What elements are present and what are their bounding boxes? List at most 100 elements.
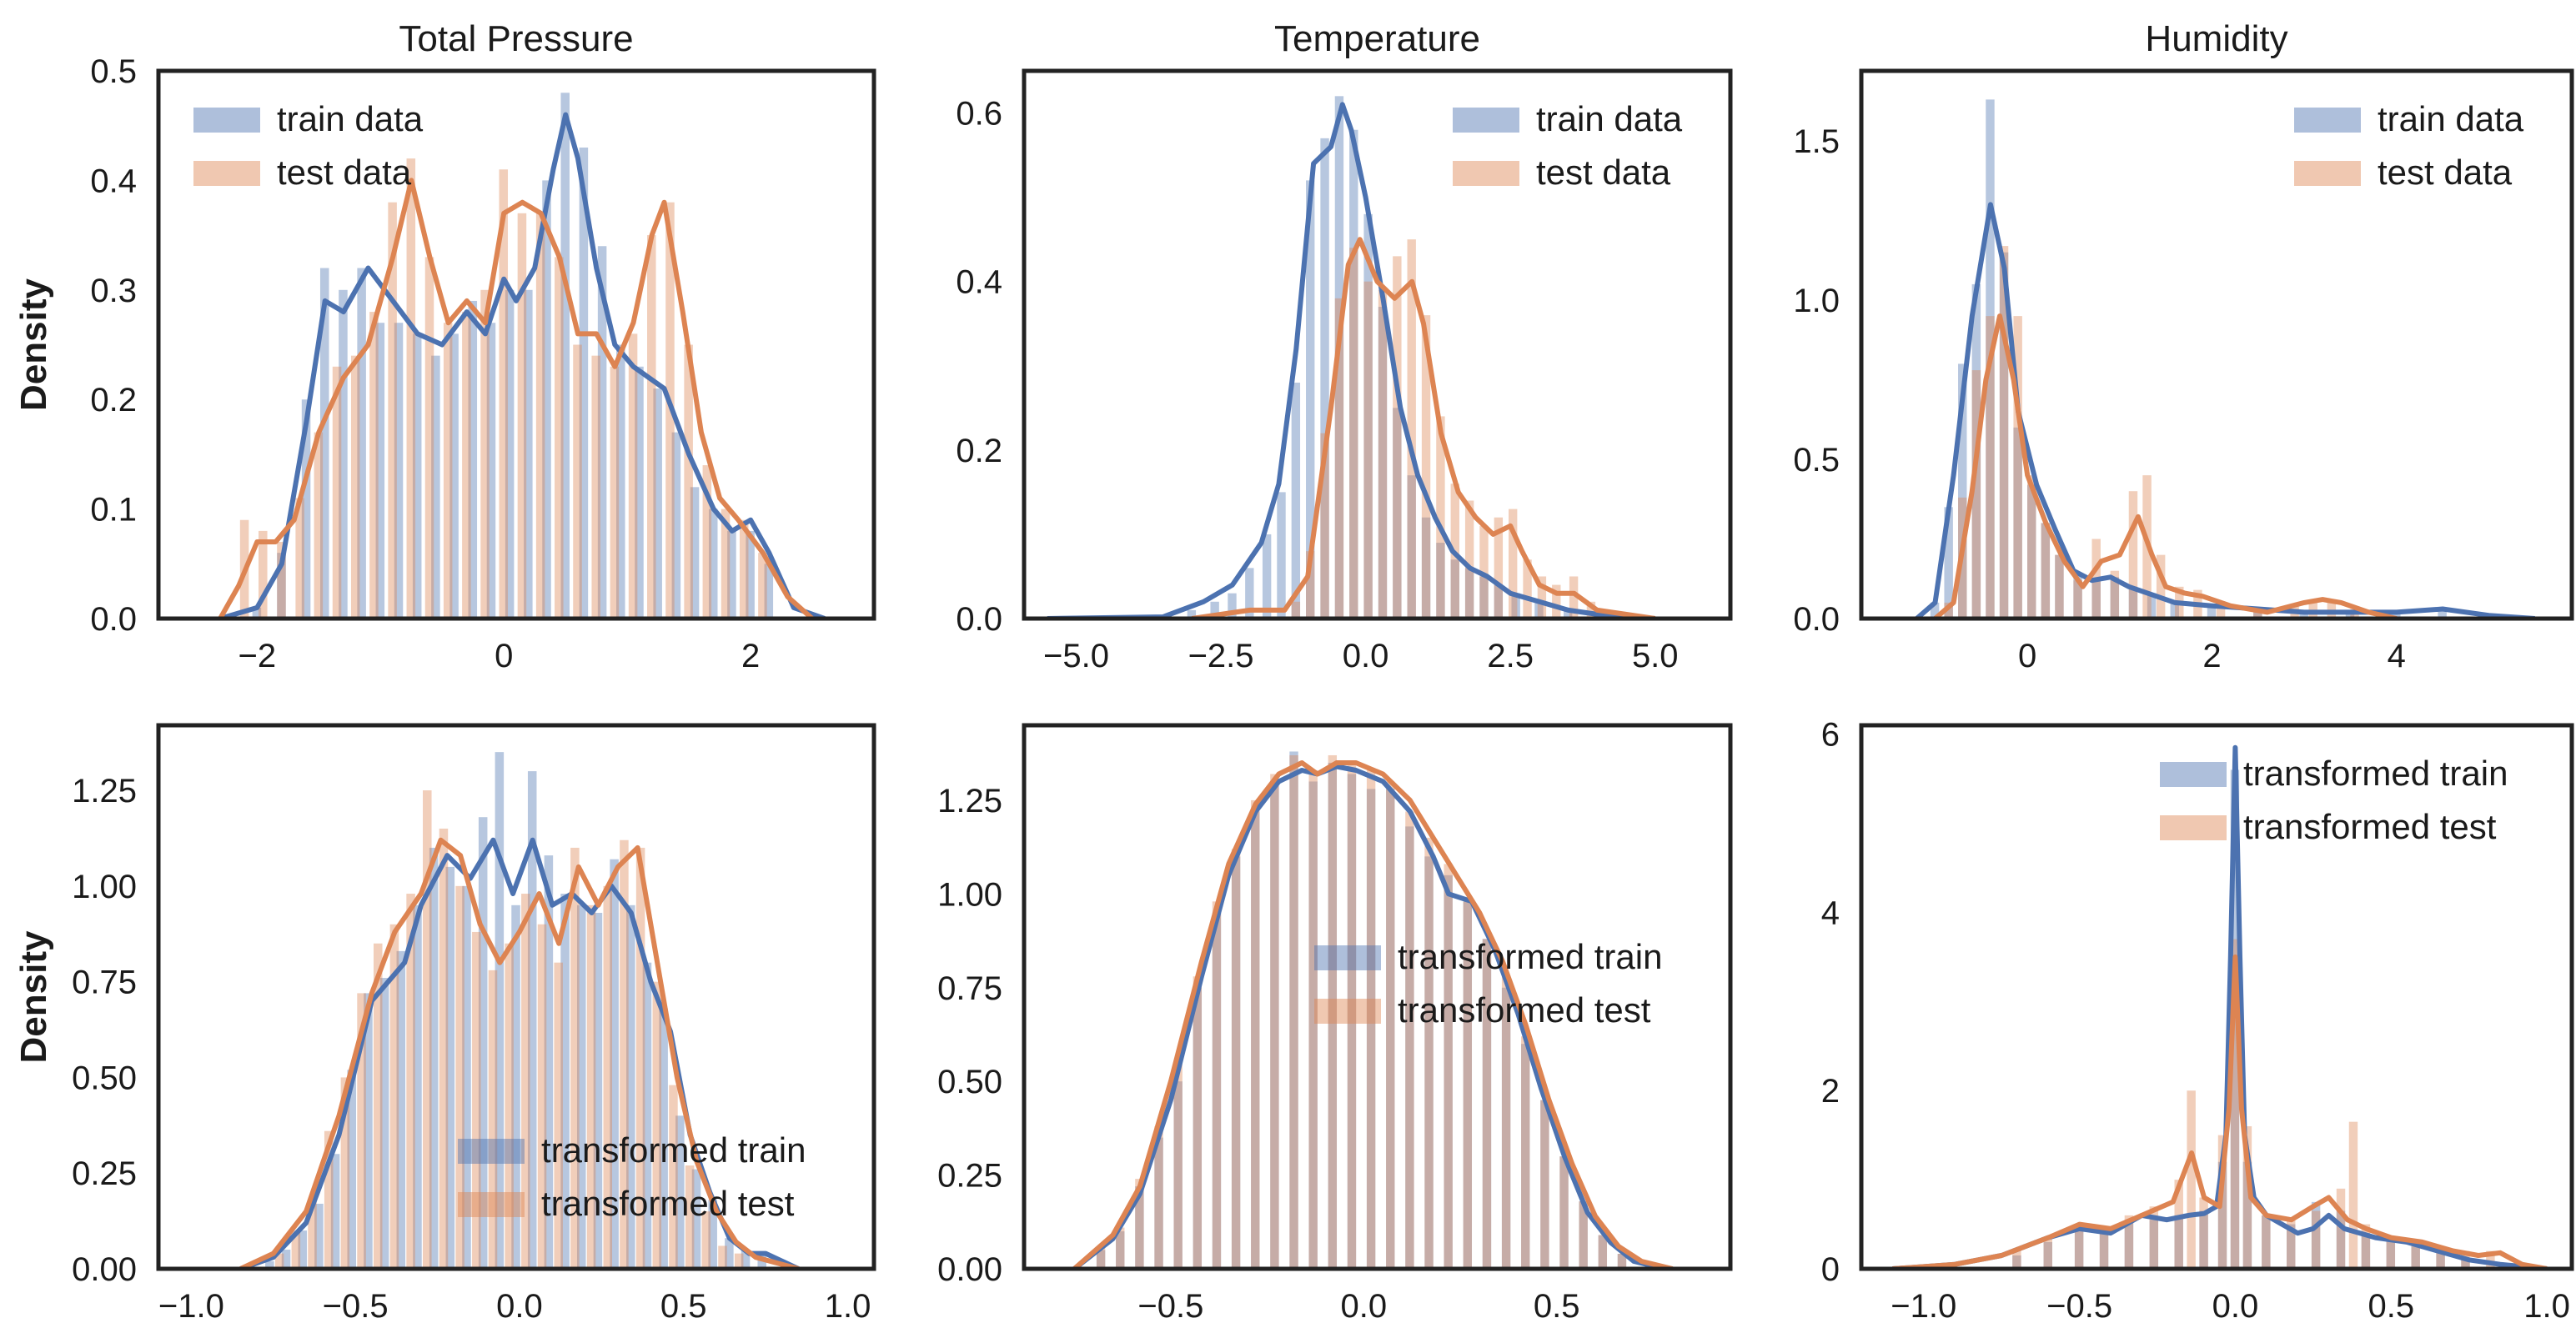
hist-bar — [1463, 901, 1473, 1269]
hist-bar — [2110, 570, 2120, 619]
hist-bar — [472, 931, 481, 1269]
y-tick-label: 0.0 — [1793, 601, 1840, 638]
hist-bar — [2386, 1237, 2396, 1269]
kde-line — [1072, 760, 1674, 1269]
kde-line — [1915, 202, 2535, 619]
hist-bar — [2099, 1228, 2109, 1269]
hist-bar — [1116, 1231, 1125, 1269]
hist-bar — [1096, 1250, 1106, 1269]
y-tick-label: 0.50 — [72, 1060, 137, 1096]
plot-area — [1892, 744, 2548, 1269]
hist-bar — [560, 894, 570, 1269]
hist-bar — [2041, 523, 2051, 619]
hist-bar — [443, 323, 453, 619]
hist-bar — [708, 1200, 717, 1269]
hist-bar — [1450, 559, 1459, 619]
legend-label: transformed test — [1398, 990, 1651, 1030]
kde-line — [239, 837, 800, 1269]
hist-bar — [2174, 1180, 2183, 1269]
hist-bar — [659, 1008, 668, 1269]
hist-bar — [1521, 1036, 1530, 1269]
hist-bar — [1617, 1254, 1627, 1269]
y-tick-label: 0.25 — [937, 1158, 1002, 1195]
hist-bar — [2311, 1210, 2321, 1269]
hist-bar — [1393, 408, 1402, 619]
hist-bar — [2074, 1224, 2084, 1269]
hist-bar — [586, 905, 596, 1269]
hist-bar — [1231, 856, 1241, 1269]
legend-label: transformed train — [1398, 937, 1662, 976]
hist-bar — [412, 333, 422, 619]
y-axis-label: Density — [13, 930, 54, 1063]
hist-bar — [379, 978, 389, 1269]
hist-bar — [1245, 568, 1254, 619]
hist-bar — [1212, 901, 1222, 1269]
y-tick-label: 0.5 — [90, 53, 137, 90]
panel-title: Temperature — [1274, 18, 1480, 59]
hist-bar — [653, 388, 662, 619]
y-tick-label: 1.5 — [1793, 123, 1840, 160]
hist-bar — [505, 943, 514, 1269]
x-tick-label: 0.0 — [496, 1288, 543, 1325]
hist-bar — [652, 981, 662, 1269]
hist-bar — [1559, 1156, 1569, 1269]
hist-bar — [2392, 612, 2401, 619]
hist-bar — [462, 885, 471, 1269]
hist-bar — [2242, 1161, 2252, 1269]
hist-bar — [478, 817, 488, 1269]
hist-bar — [1999, 252, 2009, 619]
hist-bar — [1378, 307, 1388, 619]
hist-bar — [517, 213, 527, 619]
hist-bar — [1270, 774, 1279, 1269]
legend-label: test data — [277, 153, 412, 192]
hist-bar — [449, 333, 459, 619]
legend-label: train data — [277, 99, 424, 138]
plot-area — [239, 752, 800, 1269]
hist-bar — [734, 1253, 744, 1269]
hist-bar — [1552, 584, 1561, 619]
hist-bar — [2027, 484, 2036, 619]
x-tick-label: 2 — [2202, 638, 2221, 674]
hist-bar — [265, 1260, 274, 1269]
hist-bar — [2216, 602, 2226, 619]
legend: transformed train transformed test — [1314, 937, 1662, 1030]
hist-bar — [593, 912, 603, 1269]
hist-bar — [1463, 901, 1473, 1269]
hist-bar — [339, 289, 348, 619]
hist-bar — [1407, 239, 1416, 619]
hist-bar — [2438, 609, 2447, 619]
hist-bar — [1482, 939, 1492, 1269]
x-tick-label: 1.0 — [2523, 1288, 2570, 1325]
x-tick-label: −0.5 — [323, 1288, 389, 1325]
hist-bar — [2253, 609, 2262, 619]
hist-bar — [1334, 298, 1344, 619]
kde-line — [1072, 764, 1666, 1269]
hist-bar — [2128, 586, 2138, 619]
plot-area — [218, 93, 826, 619]
hist-bar — [1444, 864, 1453, 1269]
hist-bar — [1386, 781, 1395, 1269]
panel-1: −2 0 2 0.0 0.1 0.2 0.3 0.4 0.5 Total Pressure Dens… — [13, 18, 876, 674]
hist-bar — [1210, 601, 1219, 619]
hist-bar — [1944, 602, 1953, 619]
hist-bar — [406, 894, 415, 1269]
legend-swatch — [2294, 161, 2361, 186]
hist-bar — [308, 1200, 317, 1269]
legend-label: train data — [2378, 99, 2524, 138]
hist-bar — [1347, 762, 1357, 1269]
hist-bar — [2411, 1246, 2420, 1269]
hist-bar — [1289, 754, 1298, 1269]
hist-bar — [429, 847, 439, 1269]
hist-bar — [396, 950, 406, 1269]
hist-bar — [413, 905, 422, 1269]
hist-bar — [1586, 601, 1596, 619]
x-tick-label: 2 — [741, 638, 760, 674]
hist-bar — [524, 289, 533, 619]
hist-bar — [1291, 382, 1301, 619]
hist-bar — [758, 553, 767, 619]
y-tick-label: 6 — [1821, 717, 1840, 754]
hist-bar — [2147, 593, 2157, 619]
kde-line — [1933, 313, 2398, 619]
x-tick-label: −1.0 — [1891, 1288, 1956, 1325]
hist-bar — [2299, 612, 2308, 619]
